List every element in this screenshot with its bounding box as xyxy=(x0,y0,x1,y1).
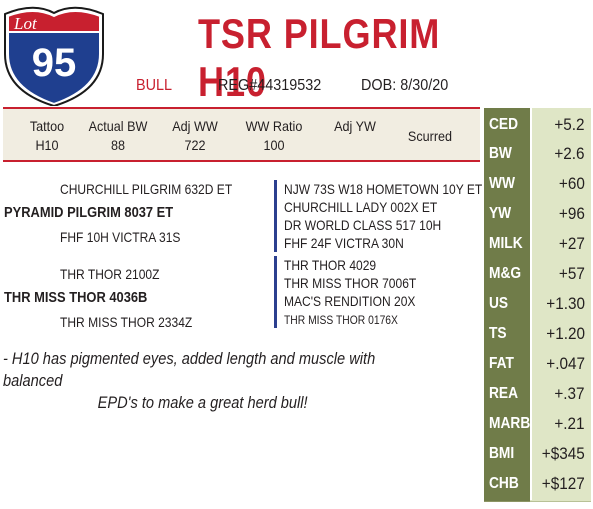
epd-label: M&G xyxy=(489,265,522,282)
epd-row-mg: M&G +57 xyxy=(484,257,591,292)
sex-label: BULL xyxy=(136,77,173,94)
pedigree-sire: PYRAMID PILGRIM 8037 ET xyxy=(4,204,174,221)
perf-col-adj-ww: Adj WW 722 xyxy=(168,117,222,155)
perf-col-actual-bw: Actual BW 88 xyxy=(87,117,150,155)
epd-label: BW xyxy=(489,145,512,162)
perf-value: 722 xyxy=(184,137,206,153)
registration-number: REG#44319532 xyxy=(218,77,322,94)
epd-label: MILK xyxy=(489,235,523,252)
epd-value: +.21 xyxy=(554,414,585,433)
epd-value: +.047 xyxy=(546,354,585,373)
comment-line-2: EPD's to make a great herd bull! xyxy=(97,393,308,412)
perf-label: Adj WW xyxy=(172,118,218,134)
epd-row-us: US +1.30 xyxy=(484,287,591,322)
pedigree-bracket-sire xyxy=(274,180,277,252)
perf-col-scurred: Scurred xyxy=(399,127,462,146)
epd-value: +$345 xyxy=(542,444,585,463)
pedigree-dd-sire: MAC'S RENDITION 20X xyxy=(284,293,416,309)
epd-label: BMI xyxy=(489,445,515,462)
epd-value: +5.2 xyxy=(554,115,585,134)
epd-value: +27 xyxy=(559,234,585,253)
pedigree-sd-sire: DR WORLD CLASS 517 10H xyxy=(284,217,442,233)
epd-label: US xyxy=(489,295,509,312)
epd-divider xyxy=(530,108,532,500)
perf-label: Actual BW xyxy=(88,118,148,134)
performance-table: Tattoo H10 Actual BW 88 Adj WW 722 WW Ra… xyxy=(3,107,480,162)
epd-value: +2.6 xyxy=(554,144,585,163)
lot-shield-icon: Lot 95 xyxy=(4,6,104,106)
epd-row-ced: CED +5.2 xyxy=(484,108,591,143)
date-of-birth: DOB: 8/30/20 xyxy=(361,77,449,94)
pedigree-dam: THR MISS THOR 4036B xyxy=(4,289,148,306)
pedigree-ss-dam: CHURCHILL LADY 002X ET xyxy=(284,199,438,215)
epd-label: REA xyxy=(489,385,519,402)
epd-value: +.37 xyxy=(554,384,585,403)
perf-col-tattoo: Tattoo H10 xyxy=(20,117,74,155)
pedigree-sd-dam: FHF 24F VICTRA 30N xyxy=(284,235,404,251)
epd-row-yw: YW +96 xyxy=(484,197,591,232)
pedigree-sire-dam: FHF 10H VICTRA 31S xyxy=(60,229,181,245)
epd-value: +1.20 xyxy=(546,324,585,343)
epd-row-milk: MILK +27 xyxy=(484,227,591,262)
lot-badge: Lot 95 xyxy=(4,2,104,106)
perf-value: H10 xyxy=(35,137,59,153)
epd-label: CED xyxy=(489,116,519,133)
epd-value: +60 xyxy=(559,174,585,193)
pedigree-ds-dam: THR MISS THOR 7006T xyxy=(284,275,417,291)
epd-label: MARB xyxy=(489,415,531,432)
pedigree-ss-sire: NJW 73S W18 HOMETOWN 10Y ET xyxy=(284,181,483,197)
pedigree-dam-dam: THR MISS THOR 2334Z xyxy=(60,314,193,330)
epd-label: WW xyxy=(489,175,515,192)
epd-label: CHB xyxy=(489,475,519,492)
epd-row-bw: BW +2.6 xyxy=(484,137,591,172)
epd-panel: CED +5.2 BW +2.6 WW +60 YW +96 MILK +27 … xyxy=(484,108,591,502)
epd-label: FAT xyxy=(489,355,514,372)
epd-value: +96 xyxy=(559,204,585,223)
animal-title: TSR PILGRIM H10 xyxy=(198,10,441,105)
epd-label: TS xyxy=(489,325,507,342)
perf-col-ww-ratio: WW Ratio 100 xyxy=(243,117,306,155)
perf-label: WW Ratio xyxy=(245,118,303,134)
pedigree-dam-sire: THR THOR 2100Z xyxy=(60,266,160,282)
comment-line-1: - H10 has pigmented eyes, added length a… xyxy=(3,349,376,390)
epd-value: +1.30 xyxy=(546,294,585,313)
epd-row-rea: REA +.37 xyxy=(484,377,591,412)
perf-label: Scurred xyxy=(407,128,453,144)
pedigree-dd-dam: THR MISS THOR 0176X xyxy=(284,313,398,327)
epd-row-chb: CHB +$127 xyxy=(484,467,591,502)
lot-word: Lot xyxy=(13,14,38,33)
animal-comment: - H10 has pigmented eyes, added length a… xyxy=(3,348,407,414)
epd-label: YW xyxy=(489,205,512,222)
perf-value: 100 xyxy=(263,137,285,153)
lot-number: 95 xyxy=(32,41,77,85)
epd-row-fat: FAT +.047 xyxy=(484,347,591,382)
epd-value: +57 xyxy=(559,264,585,283)
perf-label: Adj YW xyxy=(334,118,376,134)
pedigree-sire-sire: CHURCHILL PILGRIM 632D ET xyxy=(60,181,233,197)
perf-label: Tattoo xyxy=(29,118,65,134)
perf-col-adj-yw: Adj YW xyxy=(328,117,382,136)
epd-row-marb: MARB +.21 xyxy=(484,407,591,442)
epd-row-ww: WW +60 xyxy=(484,167,591,202)
pedigree-ds-sire: THR THOR 4029 xyxy=(284,257,377,273)
perf-value: 88 xyxy=(110,137,126,153)
epd-value: +$127 xyxy=(542,474,585,493)
pedigree-bracket-dam xyxy=(274,256,277,328)
